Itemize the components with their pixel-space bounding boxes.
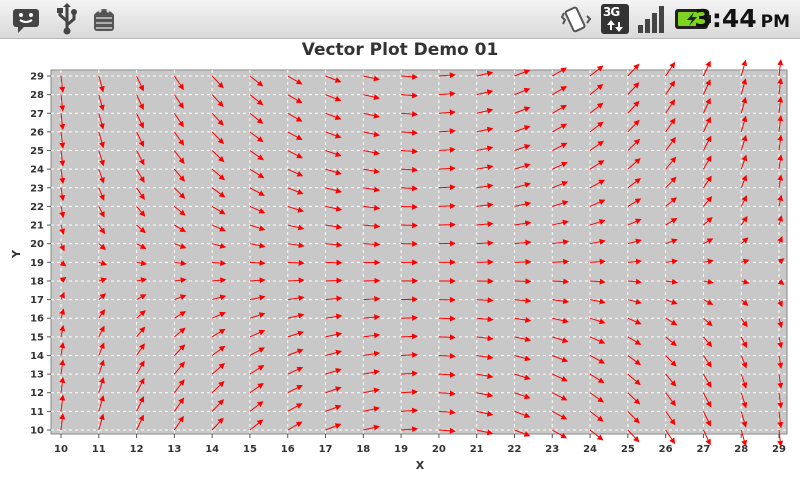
data-activity-arrows-icon [607, 20, 623, 32]
network-3g-icon: 3G [601, 4, 629, 34]
y-tick-label: 26 [30, 127, 44, 138]
x-tick-label: 19 [394, 444, 408, 455]
x-tick-label: 10 [54, 444, 68, 455]
x-tick-label: 13 [167, 444, 181, 455]
y-tick-label: 15 [30, 332, 44, 343]
vector-plot: Vector Plot Demo 01 10 11 12 13 14 15 16 17 18 19… [0, 38, 800, 480]
vector-arrow [401, 336, 417, 337]
y-tick-label: 23 [30, 183, 44, 194]
x-tick-label: 25 [621, 444, 635, 455]
x-tick-label: 11 [92, 444, 106, 455]
y-tick-label: 18 [30, 276, 44, 287]
y-tick-label: 17 [30, 295, 44, 306]
x-tick-label: 22 [508, 444, 522, 455]
x-tick-label: 21 [470, 444, 484, 455]
x-tick-label: 20 [432, 444, 446, 455]
x-tick-label: 28 [734, 444, 748, 455]
network-label: 3G [603, 5, 619, 19]
y-tick-label: 28 [30, 90, 44, 101]
y-tick-label: 11 [30, 407, 44, 418]
vector-arrow [514, 281, 530, 282]
x-tick-label: 14 [205, 444, 219, 455]
y-tick-label: 13 [30, 370, 44, 381]
usb-icon[interactable] [51, 3, 83, 35]
x-tick-label: 16 [281, 444, 295, 455]
y-tick-label: 19 [30, 258, 44, 269]
x-axis-label: X [416, 459, 425, 472]
android-debug-icon[interactable] [88, 3, 120, 35]
vector-arrow [326, 262, 342, 263]
x-tick-label: 17 [319, 444, 333, 455]
clock-time: 3:44 [694, 4, 756, 33]
vector-arrow [514, 262, 530, 263]
x-tick-label: 23 [545, 444, 559, 455]
y-axis-label: Y [10, 249, 23, 259]
vector-arrow [439, 337, 455, 338]
vibrate-icon [560, 3, 592, 35]
x-tick-label: 27 [696, 444, 710, 455]
y-tick-label: 20 [30, 239, 44, 250]
x-tick-label: 26 [659, 444, 673, 455]
x-tick-label: 24 [583, 444, 597, 455]
y-tick-label: 21 [30, 221, 44, 232]
y-tick-label: 25 [30, 146, 44, 157]
x-tick-label: 29 [772, 444, 786, 455]
y-tick-label: 10 [30, 426, 44, 437]
vector-arrow [326, 280, 342, 281]
clock-ampm: PM [761, 12, 790, 32]
y-tick-label: 24 [30, 165, 44, 176]
chart-title: Vector Plot Demo 01 [302, 40, 499, 60]
y-tick-label: 27 [30, 109, 44, 120]
y-tick-label: 22 [30, 202, 44, 213]
y-tick-label: 16 [30, 314, 44, 325]
x-tick-label: 18 [356, 444, 370, 455]
plot-background [51, 70, 787, 434]
x-tick-label: 15 [243, 444, 257, 455]
y-tick-label: 12 [30, 388, 44, 399]
x-tick-label: 12 [130, 444, 144, 455]
y-tick-label: 14 [30, 351, 44, 362]
vector-arrow [401, 206, 417, 207]
y-tick-label: 29 [30, 72, 44, 83]
chat-notification-icon[interactable] [10, 3, 42, 35]
chart-area: Vector Plot Demo 01 10 11 12 13 14 15 16 17 18 19… [0, 38, 800, 480]
signal-strength-icon [636, 3, 668, 35]
vector-arrow [439, 206, 455, 207]
